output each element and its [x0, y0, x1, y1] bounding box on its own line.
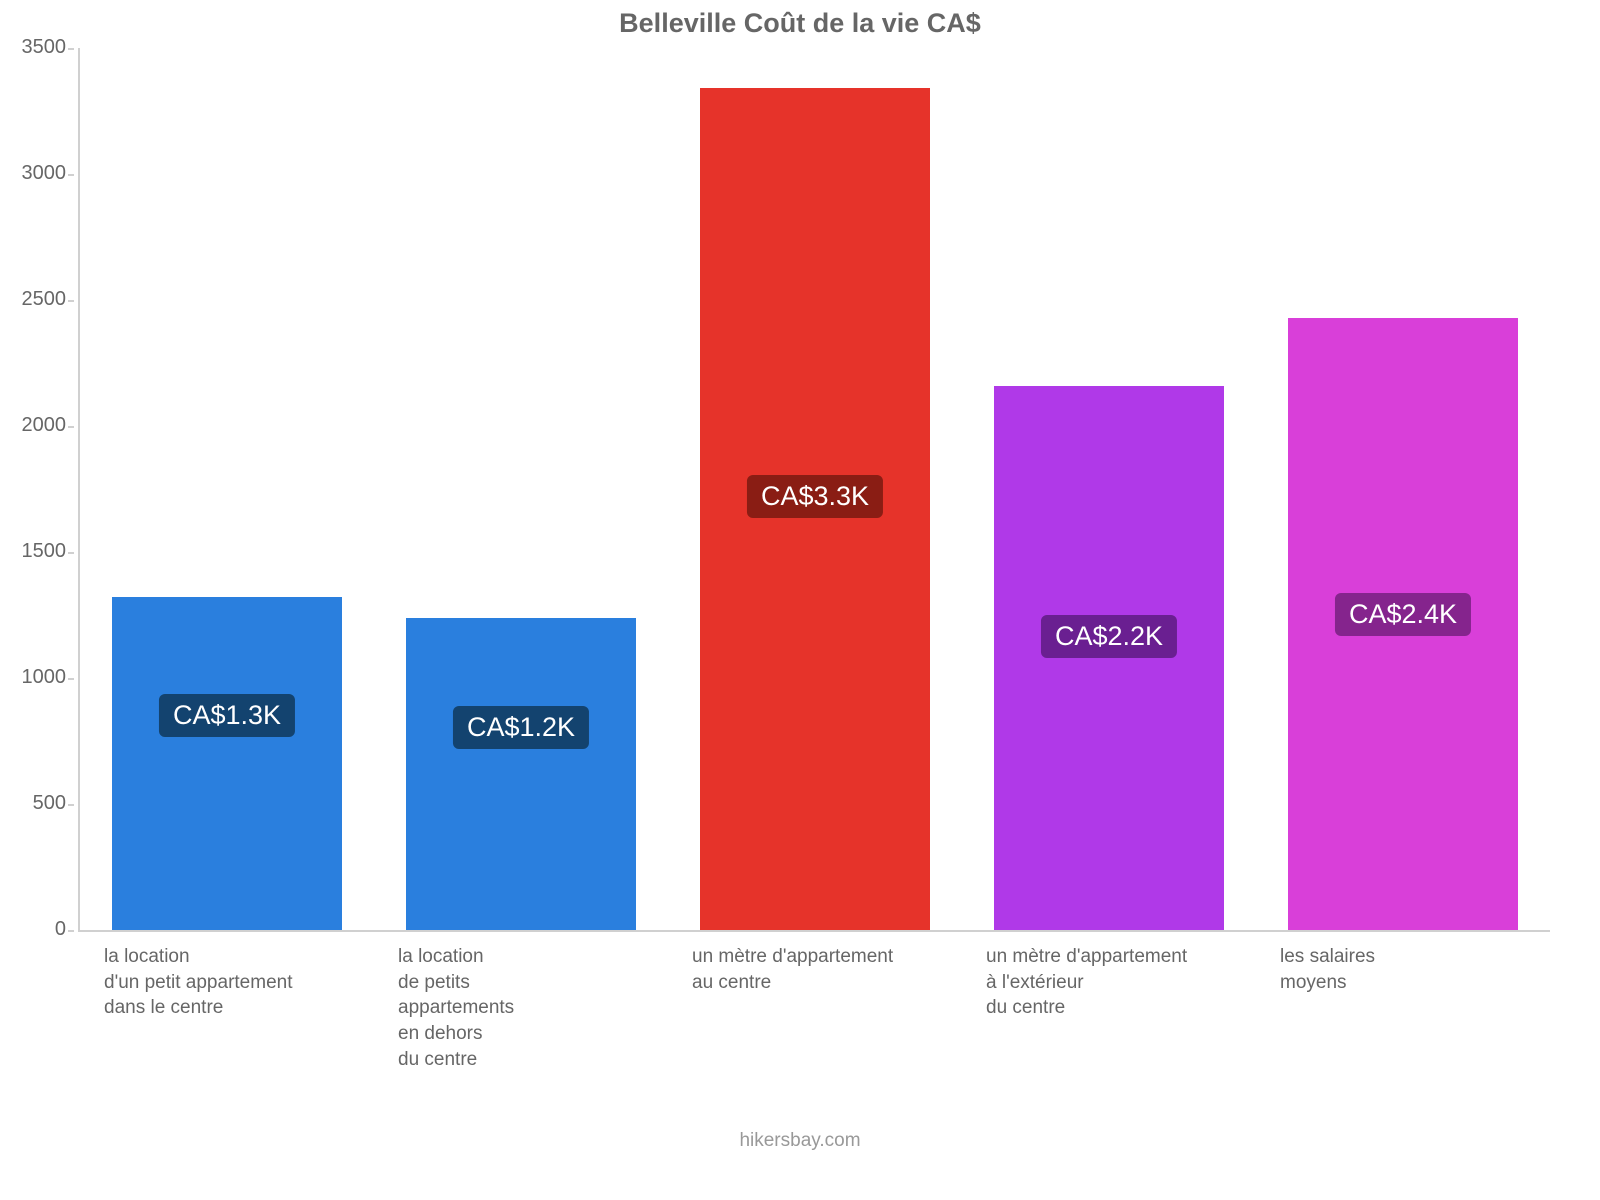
y-tick-label: 500 — [0, 792, 66, 815]
bar: CA$1.2K — [406, 618, 635, 930]
bar-slot: CA$2.2K — [962, 48, 1256, 930]
y-tick-label: 0 — [0, 918, 66, 941]
bar-slot: CA$2.4K — [1256, 48, 1550, 930]
y-tick-label: 1500 — [0, 540, 66, 563]
y-tick-label: 3000 — [0, 162, 66, 185]
y-tick-label: 1000 — [0, 666, 66, 689]
bar: CA$1.3K — [112, 597, 341, 930]
bar: CA$3.3K — [700, 88, 929, 930]
value-badge: CA$1.2K — [453, 706, 589, 749]
value-badge: CA$2.4K — [1335, 593, 1471, 636]
value-badge: CA$1.3K — [159, 694, 295, 737]
bar-group: CA$1.3K CA$1.2K CA$3.3K CA$2.2K CA$2.4K — [80, 48, 1550, 930]
x-axis-labels: la locationd'un petit appartementdans le… — [78, 944, 1548, 1072]
y-tick-label: 2000 — [0, 414, 66, 437]
bar: CA$2.2K — [994, 386, 1223, 930]
x-axis-label: les salairesmoyens — [1254, 944, 1548, 1072]
x-axis-label: la locationd'un petit appartementdans le… — [78, 944, 372, 1072]
chart-title: Belleville Coût de la vie CA$ — [0, 8, 1600, 39]
chart-container: Belleville Coût de la vie CA$ CA$1.3KCA$… — [0, 0, 1600, 1200]
bar: CA$2.4K — [1288, 318, 1517, 930]
y-tick-label: 2500 — [0, 288, 66, 311]
x-axis-label: un mètre d'appartementau centre — [666, 944, 960, 1072]
bar-slot: CA$3.3K — [668, 48, 962, 930]
attribution-text: hikersbay.com — [0, 1130, 1600, 1152]
value-badge: CA$3.3K — [747, 475, 883, 518]
x-axis-label: un mètre d'appartementà l'extérieurdu ce… — [960, 944, 1254, 1072]
value-badge: CA$2.2K — [1041, 615, 1177, 658]
bar-slot: CA$1.2K — [374, 48, 668, 930]
plot-area: CA$1.3K CA$1.2K CA$3.3K CA$2.2K CA$2.4K — [78, 48, 1550, 932]
bar-slot: CA$1.3K — [80, 48, 374, 930]
x-axis-label: la locationde petitsappartementsen dehor… — [372, 944, 666, 1072]
y-tick-label: 3500 — [0, 36, 66, 59]
